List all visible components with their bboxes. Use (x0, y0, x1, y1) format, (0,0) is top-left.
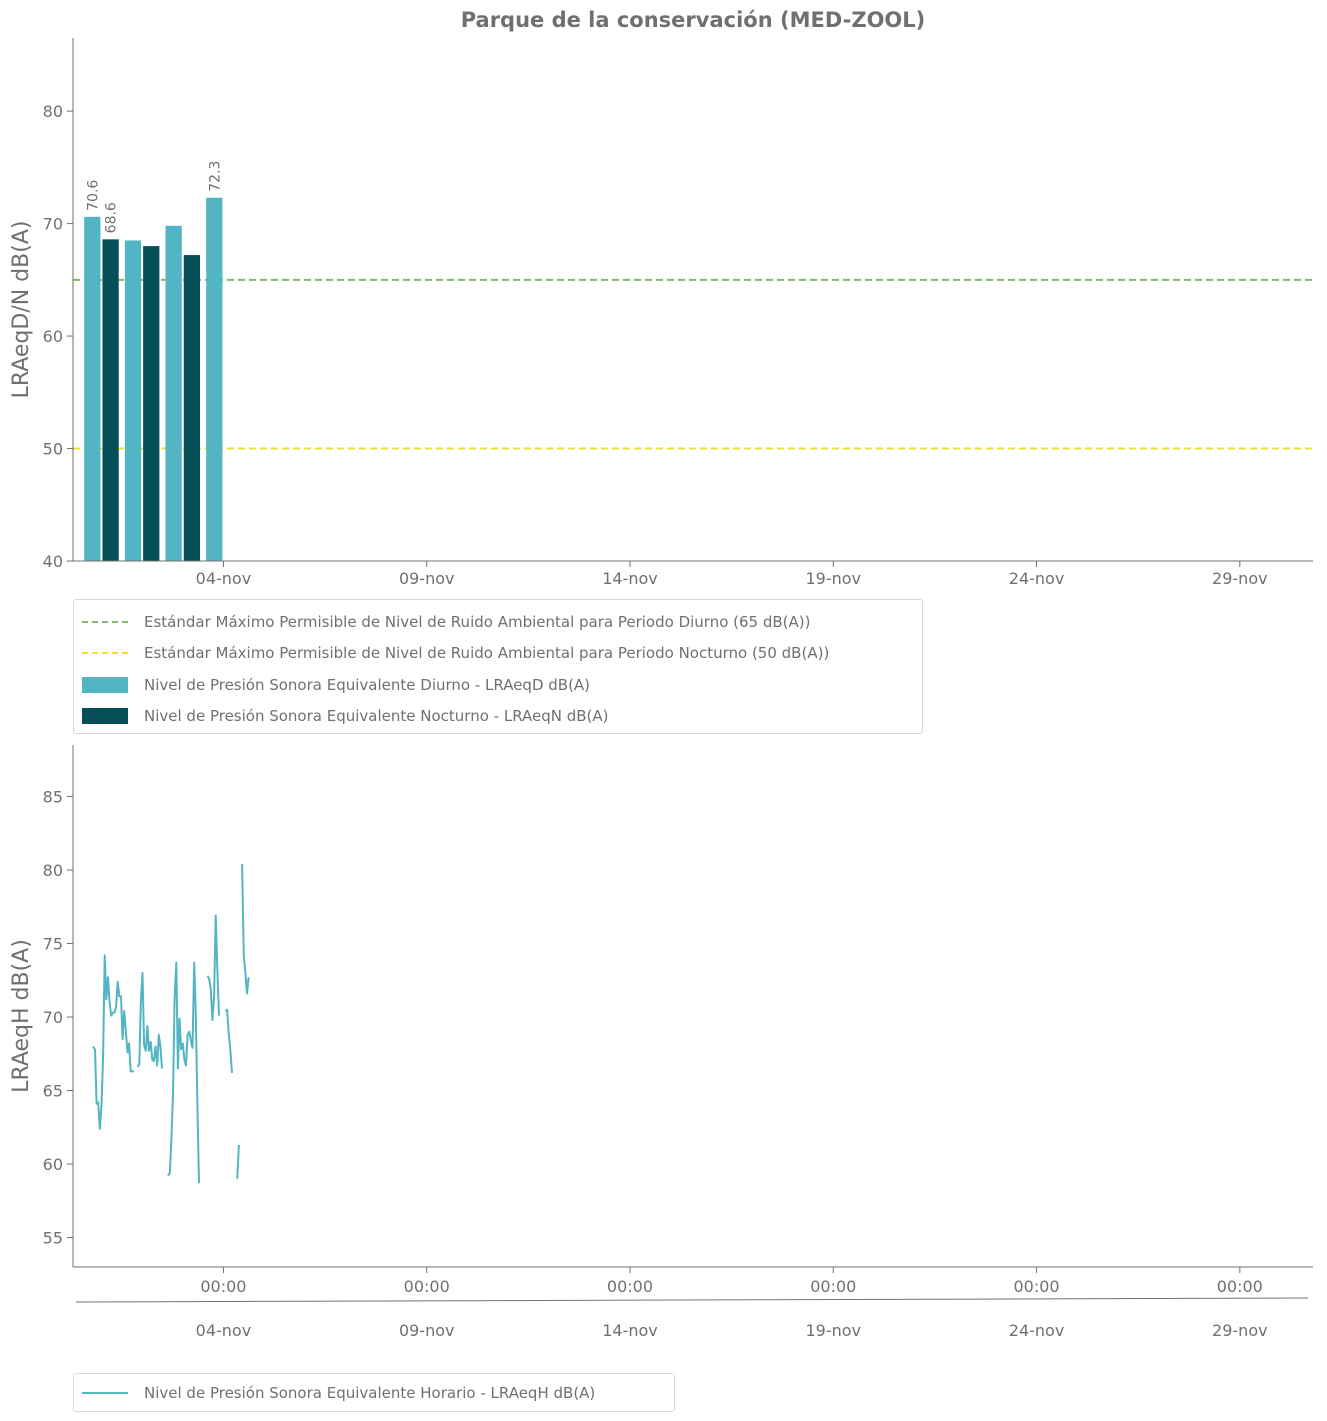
legend-item-std-night: Estándar Máximo Permisible de Nivel de R… (82, 638, 912, 670)
y-tick-label: 40 (43, 552, 63, 571)
x-tick-label: 04-nov (196, 569, 252, 588)
legend-label: Estándar Máximo Permisible de Nivel de R… (144, 612, 811, 631)
x-tick-date-label: 29-nov (1212, 1321, 1268, 1340)
hourly-series-line (241, 864, 250, 995)
dashed-line-swatch-icon (82, 645, 128, 661)
daily-levels-plot: 70.668.6 72.3 40 50 60 70 80 04-nov 09-nov 14-nov… (9, 38, 1313, 588)
y-tick-label: 70 (43, 1008, 63, 1027)
x-tick-label: 24-nov (1009, 569, 1065, 588)
y-axis-label: LRAeqD/N dB(A) (9, 221, 34, 399)
legend-label: Nivel de Presión Sonora Equivalente Diur… (144, 675, 591, 694)
x-tick-label: 09-nov (399, 569, 455, 588)
y-tick-label: 70 (43, 215, 63, 234)
y-tick-label: 85 (43, 787, 63, 806)
y-tick-label: 55 (43, 1229, 63, 1248)
y-tick-label: 80 (43, 861, 63, 880)
x-tick-date-label: 14-nov (602, 1321, 658, 1340)
legend-item-std-day: Estándar Máximo Permisible de Nivel de R… (82, 606, 912, 638)
x-tick-date-label: 04-nov (196, 1321, 252, 1340)
y-axis-label: LRAeqH dB(A) (9, 939, 34, 1093)
legend-item-day-series: Nivel de Presión Sonora Equivalente Diur… (82, 669, 912, 701)
night-bar (183, 255, 201, 561)
hourly-series-line (167, 961, 200, 1184)
legend-label: Estándar Máximo Permisible de Nivel de R… (144, 644, 830, 663)
hourly-series-line (136, 971, 163, 1069)
x-tick-date-label: 24-nov (1009, 1321, 1065, 1340)
bar-data-label: 68.6 (104, 202, 120, 233)
daily-levels-legend: Estándar Máximo Permisible de Nivel de R… (73, 599, 923, 734)
legend-item-night-series: Nivel de Presión Sonora Equivalente Noct… (82, 701, 912, 733)
day-bar (124, 240, 142, 562)
day-bar (206, 197, 223, 561)
hourly-series-line (92, 954, 134, 1130)
legend-item-hourly-series: Nivel de Presión Sonora Equivalente Hora… (82, 1377, 664, 1409)
x-tick-time-label: 00:00 (1013, 1277, 1059, 1296)
hourly-series-line (224, 1008, 233, 1073)
hourly-levels-legend: Nivel de Presión Sonora Equivalente Hora… (73, 1373, 675, 1412)
y-tick-label: 50 (43, 440, 63, 459)
x-tick-label: 29-nov (1212, 569, 1268, 588)
y-tick-label: 80 (43, 102, 63, 121)
night-bar (143, 246, 160, 562)
x-tick-date-label: 19-nov (805, 1321, 861, 1340)
day-bar (165, 225, 182, 561)
legend-label: Nivel de Presión Sonora Equivalente Hora… (144, 1383, 596, 1402)
legend-label: Nivel de Presión Sonora Equivalente Noct… (144, 707, 609, 726)
x-tick-time-label: 00:00 (404, 1277, 450, 1296)
dashed-line-swatch-icon (82, 614, 128, 630)
hourly-series-line (236, 1144, 240, 1179)
y-tick-label: 60 (43, 327, 63, 346)
bar-swatch-icon (82, 708, 128, 725)
x-tick-date-label: 09-nov (399, 1321, 455, 1340)
bar-data-label: 70.6 (85, 180, 101, 211)
hourly-levels-plot: 55 60 65 70 75 80 85 00:00 04-nov 00:00 09-nov 00:0… (9, 745, 1313, 1340)
x-tick-time-label: 00:00 (1217, 1277, 1263, 1296)
x-tick-time-label: 00:00 (607, 1277, 653, 1296)
chart-title: Parque de la conservación (MED-ZOOL) (461, 8, 926, 32)
y-tick-label: 65 (43, 1082, 63, 1101)
y-tick-label: 75 (43, 935, 63, 954)
y-tick-label: 60 (43, 1155, 63, 1174)
bar-data-label: 72.3 (207, 161, 223, 192)
x-tick-label: 14-nov (602, 569, 658, 588)
day-bar (84, 216, 101, 561)
x-tick-time-label: 00:00 (810, 1277, 856, 1296)
line-swatch-icon (82, 1385, 128, 1401)
x-tick-label: 19-nov (805, 569, 861, 588)
hourly-series-line (206, 914, 220, 1021)
night-bar (102, 239, 119, 561)
x-tick-time-label: 00:00 (200, 1277, 246, 1296)
bar-swatch-icon (82, 676, 128, 693)
date-axis-line (75, 1297, 1309, 1303)
